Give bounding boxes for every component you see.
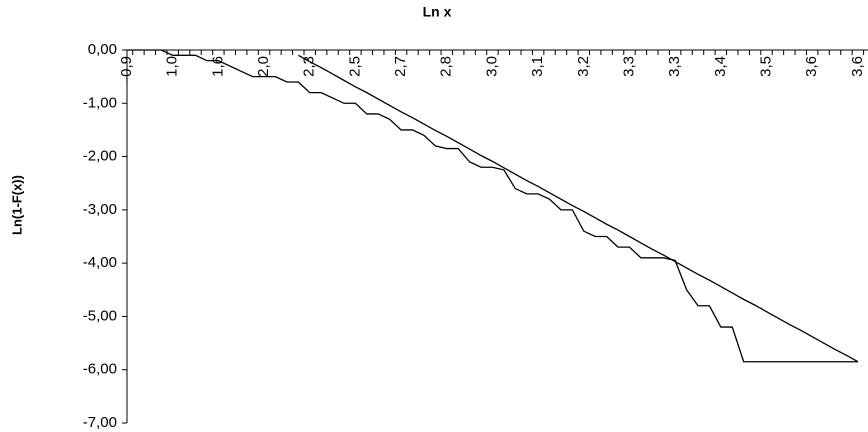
- x-tick-label: 2,5: [346, 56, 363, 77]
- x-tick-label: 3,5: [757, 56, 774, 77]
- y-tick-label: 0,00: [88, 41, 117, 58]
- x-tick-label: 1,6: [209, 56, 226, 77]
- y-tick-label: -2,00: [83, 148, 117, 165]
- chart-title: Ln x: [423, 4, 452, 20]
- x-tick-label: 2,8: [438, 56, 455, 77]
- y-tick-label: -6,00: [83, 361, 117, 378]
- x-tick-label: 3,0: [483, 56, 500, 77]
- x-tick-label: -0,9: [118, 56, 135, 82]
- x-tick-label: 3,3: [666, 56, 683, 77]
- series-line: [127, 49, 858, 363]
- y-tick-label: -5,00: [83, 307, 117, 324]
- x-tick-label: 2,7: [392, 56, 409, 77]
- x-tick-label: 3,6: [803, 56, 820, 77]
- y-tick-label: -4,00: [83, 254, 117, 271]
- series-line: [297, 54, 859, 363]
- x-tick-label: 1,0: [164, 56, 181, 77]
- x-tick-label: 2,0: [255, 56, 272, 77]
- x-tick-label: 3,6: [849, 56, 866, 77]
- x-tick-label: 2,3: [301, 56, 318, 77]
- y-tick-label: -1,00: [83, 94, 117, 111]
- y-tick-label: -3,00: [83, 201, 117, 218]
- x-tick-label: 3,2: [575, 56, 592, 77]
- x-tick-label: 3,1: [529, 56, 546, 77]
- y-tick-label: -7,00: [83, 414, 117, 431]
- x-tick-label: 3,3: [620, 56, 637, 77]
- y-axis-label: Ln(1-F(x)): [9, 175, 24, 235]
- x-tick-label: 3,4: [712, 56, 729, 77]
